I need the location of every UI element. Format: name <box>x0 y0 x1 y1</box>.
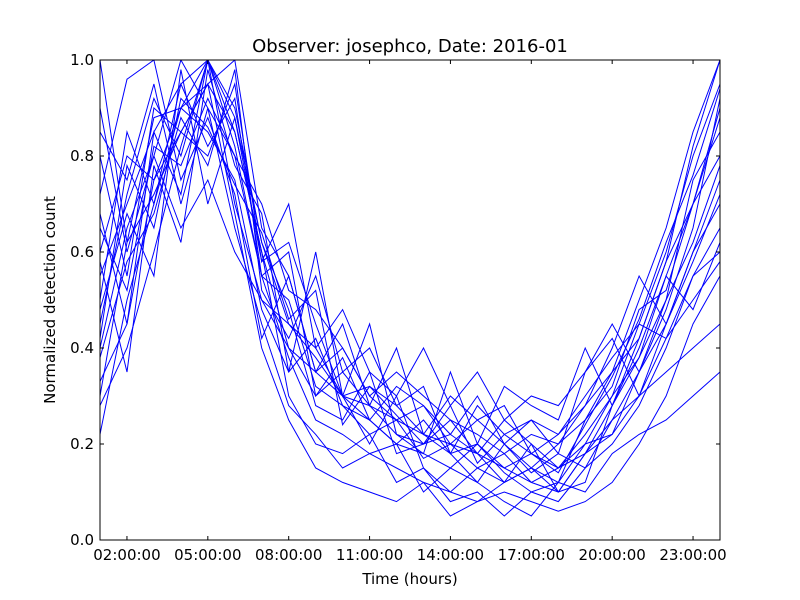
x-tick-label-8: 23:00:00 <box>659 546 726 564</box>
series-line-4 <box>100 60 720 469</box>
y-tick-label-3: 0.4 <box>70 339 94 357</box>
series-line-11 <box>100 60 720 517</box>
series-line-20 <box>100 107 720 483</box>
x-tick-label-7: 20:00:00 <box>578 546 645 564</box>
series-line-9 <box>100 97 720 455</box>
series-line-12 <box>100 60 720 455</box>
y-tick-label-4: 0.6 <box>70 243 94 261</box>
series-group <box>100 60 720 517</box>
y-tick-label-6: 1.0 <box>70 51 94 69</box>
y-tick-label-5: 0.8 <box>70 147 94 165</box>
x-axis-title: Time (hours) <box>361 570 457 588</box>
series-line-3 <box>100 60 720 484</box>
series-line-17 <box>100 82 720 517</box>
chart-title: Observer: josephco, Date: 2016-01 <box>252 36 568 57</box>
x-tick-label-4: 11:00:00 <box>336 546 403 564</box>
series-line-15 <box>100 83 720 517</box>
y-tick-label-2: 0.2 <box>70 435 94 453</box>
x-tick-label-2: 05:00:00 <box>174 546 241 564</box>
x-tick-label-1: 02:00:00 <box>93 546 160 564</box>
y-axis: 0.0 0.2 0.4 0.6 0.8 1.0 <box>70 51 720 549</box>
y-tick-label-1: 0.0 <box>70 531 94 549</box>
series-line-19 <box>100 88 720 474</box>
x-tick-label-6: 17:00:00 <box>498 546 565 564</box>
series-line-14 <box>100 69 720 455</box>
y-axis-title: Normalized detection count <box>41 196 59 404</box>
plot-frame <box>99 59 721 541</box>
x-axis: 02:00:00 05:00:00 08:00:00 11:00:00 14:00:00… <box>93 60 727 564</box>
x-tick-label-3: 08:00:00 <box>255 546 322 564</box>
x-tick-label-5: 14:00:00 <box>417 546 484 564</box>
series-line-16 <box>100 69 720 421</box>
